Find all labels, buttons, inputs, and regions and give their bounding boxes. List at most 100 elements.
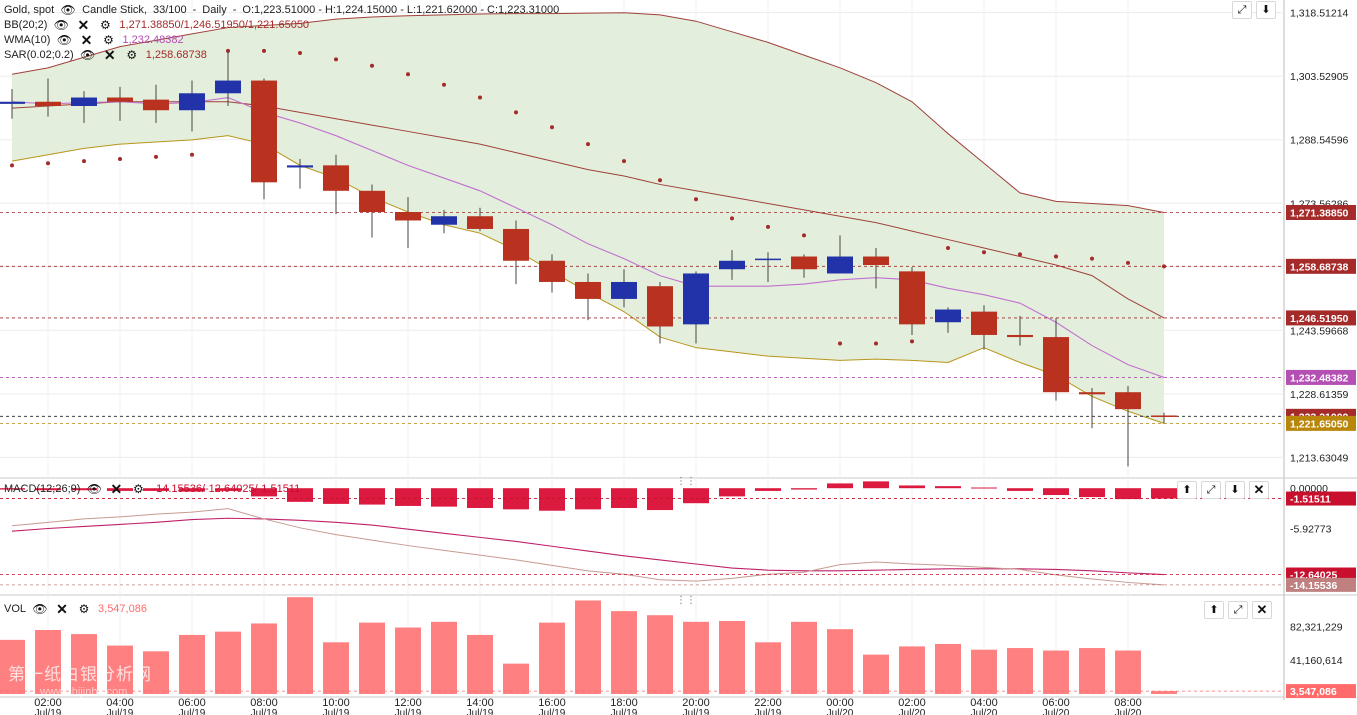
sar-dot bbox=[442, 82, 446, 87]
x-date-label: Jul/19 bbox=[323, 708, 350, 715]
macd-name: MACD(12;26;9) bbox=[4, 483, 81, 495]
arrow-down-icon[interactable]: ⬇ bbox=[1225, 481, 1245, 499]
symbol-label: Gold, spot bbox=[4, 4, 55, 16]
sar-dot bbox=[370, 63, 374, 68]
candle-body bbox=[539, 260, 565, 282]
volume-bar bbox=[0, 639, 25, 694]
bb-upper-line bbox=[11, 12, 1165, 213]
x-time-label: 22:00 bbox=[754, 697, 782, 709]
sar-dot bbox=[946, 246, 950, 251]
eye-icon[interactable]: 👁 bbox=[56, 33, 73, 47]
candle-body bbox=[467, 216, 493, 229]
macd-value-label: -14.15536 bbox=[1286, 577, 1356, 592]
gear-icon[interactable]: ⚙ bbox=[133, 482, 144, 496]
x-date-label: Jul/19 bbox=[179, 708, 206, 715]
x-time-label: 00:00 bbox=[826, 697, 854, 709]
x-date-label: Jul/19 bbox=[35, 708, 62, 715]
sar-values: 1,258.68738 bbox=[145, 49, 207, 61]
svg-text:1,258.68738: 1,258.68738 bbox=[1290, 261, 1349, 273]
x-time-label: 16:00 bbox=[538, 697, 566, 709]
sar-dot bbox=[334, 57, 338, 62]
eye-icon[interactable]: 👁 bbox=[80, 48, 96, 62]
candle-body bbox=[1151, 415, 1177, 417]
macd-histogram-bar bbox=[719, 488, 745, 497]
y-tick-label: 1,303.52905 bbox=[1290, 71, 1349, 83]
close-icon[interactable]: ✕ bbox=[56, 601, 68, 617]
eye-icon[interactable]: 👁 bbox=[60, 3, 76, 17]
close-icon[interactable]: ✕ bbox=[110, 481, 123, 497]
x-time-label: 06:00 bbox=[1042, 697, 1070, 709]
sar-dot bbox=[982, 250, 986, 255]
volume-bar bbox=[755, 642, 781, 694]
candle-body bbox=[899, 271, 925, 325]
gear-icon[interactable]: ⚙ bbox=[126, 48, 138, 62]
sar-dot bbox=[802, 233, 806, 238]
gear-icon[interactable]: ⚙ bbox=[100, 18, 111, 32]
macd-histogram-bar bbox=[215, 488, 241, 491]
close-icon[interactable]: ✕ bbox=[103, 47, 116, 63]
candle-body bbox=[791, 256, 817, 270]
sar-dot bbox=[1018, 252, 1022, 257]
candle-body bbox=[395, 212, 421, 221]
gear-icon[interactable]: ⚙ bbox=[78, 602, 90, 616]
volume-bar bbox=[935, 643, 961, 694]
expand-icon[interactable]: ⤢ bbox=[1201, 481, 1221, 499]
x-time-label: 04:00 bbox=[106, 697, 134, 709]
price-value-label: 1,271.38850 bbox=[1286, 204, 1356, 220]
sar-dot bbox=[82, 159, 86, 164]
volume-bar bbox=[395, 627, 421, 694]
volume-bar bbox=[107, 645, 133, 694]
svg-text:1,246.51950: 1,246.51950 bbox=[1290, 313, 1349, 325]
macd-histogram-bar bbox=[1079, 488, 1105, 498]
macd-histogram-bar bbox=[647, 488, 673, 511]
expand-icon[interactable]: ⤢ bbox=[1232, 1, 1252, 19]
close-icon[interactable]: ✕ bbox=[1249, 481, 1269, 499]
volume-bar bbox=[827, 629, 853, 694]
x-date-label: Jul/19 bbox=[107, 708, 134, 715]
arrow-up-icon[interactable]: ⬆ bbox=[1204, 601, 1224, 619]
x-time-label: 02:00 bbox=[34, 697, 62, 709]
macd-histogram-bar bbox=[359, 488, 385, 505]
close-icon[interactable]: ✕ bbox=[1252, 601, 1272, 619]
candle-body bbox=[575, 281, 601, 299]
close-icon[interactable]: ✕ bbox=[77, 17, 90, 33]
close-icon[interactable]: ✕ bbox=[80, 32, 93, 48]
arrow-down-icon[interactable]: ⬇ bbox=[1256, 1, 1276, 19]
wma-name: WMA(10) bbox=[4, 34, 51, 46]
sar-dot bbox=[874, 341, 878, 346]
candle-body bbox=[971, 311, 997, 335]
volume-bar bbox=[467, 634, 493, 694]
expand-icon[interactable]: ⤢ bbox=[1228, 601, 1248, 619]
volume-bar bbox=[899, 646, 925, 694]
gear-icon[interactable]: ⚙ bbox=[103, 33, 114, 47]
candle-body bbox=[863, 256, 889, 265]
candle-body bbox=[647, 286, 673, 327]
eye-icon[interactable]: 👁 bbox=[86, 482, 103, 496]
sar-dot bbox=[10, 163, 14, 168]
arrow-up-icon[interactable]: ⬆ bbox=[1177, 481, 1197, 499]
volume-bar bbox=[287, 597, 313, 694]
volume-bar bbox=[611, 611, 637, 694]
bb-values: 1,271.38850/1,246.51950/1,221.65050 bbox=[119, 19, 310, 31]
vol-tick-label: 82,321,229 bbox=[1290, 621, 1343, 633]
candle-body bbox=[0, 101, 25, 104]
volume-bar bbox=[1151, 691, 1177, 694]
candle-body bbox=[251, 80, 277, 183]
sar-dot bbox=[514, 110, 518, 115]
volume-bar bbox=[431, 621, 457, 694]
resize-handle-icon: ⋮⋮ bbox=[676, 595, 696, 606]
x-date-label: Jul/19 bbox=[539, 708, 566, 715]
macd-value-label: -1.51511 bbox=[1286, 491, 1356, 506]
wma-values: 1,232.48382 bbox=[122, 34, 184, 46]
candle-body bbox=[755, 258, 781, 261]
volume-bar bbox=[323, 642, 349, 694]
x-time-label: 20:00 bbox=[682, 697, 710, 709]
eye-icon[interactable]: 👁 bbox=[53, 18, 70, 32]
y-tick-label: 1,318.51214 bbox=[1290, 8, 1349, 20]
macd-histogram-bar bbox=[791, 488, 817, 490]
candle-body bbox=[287, 165, 313, 168]
eye-icon[interactable]: 👁 bbox=[32, 602, 48, 616]
resize-handle-icon: ⋮⋮ bbox=[676, 476, 696, 487]
y-tick-label: 1,288.54596 bbox=[1290, 135, 1349, 147]
candle-body bbox=[1007, 334, 1033, 338]
